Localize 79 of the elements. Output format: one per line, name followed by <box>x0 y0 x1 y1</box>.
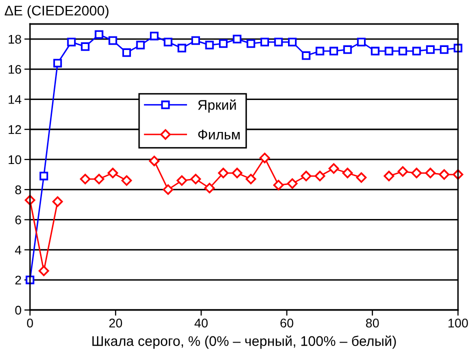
point <box>218 168 229 178</box>
point <box>411 168 422 178</box>
point <box>205 40 214 50</box>
point <box>288 38 297 46</box>
y-tick-label: 8 <box>15 185 22 194</box>
y-tick-label: 16 <box>8 64 22 74</box>
point <box>162 184 174 195</box>
point <box>329 46 338 56</box>
point <box>425 168 436 178</box>
point <box>274 38 283 46</box>
point <box>260 38 270 46</box>
point <box>357 38 366 46</box>
point <box>398 46 408 56</box>
y-tick-label: 0 <box>15 306 22 315</box>
point <box>67 38 76 46</box>
point <box>53 58 62 68</box>
point <box>454 44 462 52</box>
point <box>52 196 63 207</box>
point <box>440 45 448 54</box>
x-tick-label: 100 <box>448 318 468 328</box>
y-tick-label: 14 <box>8 95 22 104</box>
point <box>316 46 324 56</box>
y-axis-title: ΔE (CIEDE2000) <box>4 5 108 18</box>
point <box>191 36 200 45</box>
point <box>356 172 367 183</box>
point <box>412 46 421 56</box>
point <box>343 45 352 54</box>
point <box>148 156 160 166</box>
y-tick-label: 12 <box>8 125 22 134</box>
point <box>302 51 310 60</box>
point <box>38 266 50 276</box>
point <box>342 168 353 178</box>
point <box>232 168 242 178</box>
x-tick-label: 20 <box>109 318 122 328</box>
y-tick-label: 4 <box>15 246 22 254</box>
point <box>94 30 104 39</box>
point <box>426 45 435 54</box>
point <box>287 178 298 189</box>
y-tick-label: 2 <box>15 276 22 284</box>
point <box>164 38 172 46</box>
point <box>314 170 326 182</box>
x-tick-label: 40 <box>194 318 208 328</box>
y-tick-label: 10 <box>8 155 22 164</box>
legend-label: Яркий <box>198 99 236 113</box>
point <box>150 32 159 40</box>
point <box>108 168 118 178</box>
point <box>452 169 464 180</box>
point <box>246 39 256 48</box>
y-tick-label: 6 <box>15 215 22 224</box>
x-tick-label: 0 <box>27 318 33 328</box>
point <box>136 40 145 50</box>
point <box>384 170 394 182</box>
point <box>300 170 312 182</box>
point <box>122 48 131 57</box>
point <box>178 44 186 52</box>
point <box>40 172 48 180</box>
point <box>438 169 450 180</box>
point <box>190 174 201 184</box>
legend-label: Фильм <box>198 130 240 140</box>
x-axis-title: Шкала серого, % (0% – черный, 100% – белый) <box>92 336 396 349</box>
point <box>259 152 270 164</box>
point <box>218 39 228 48</box>
point <box>204 182 215 194</box>
y-tick-label: 18 <box>8 34 22 44</box>
point <box>94 174 104 184</box>
point <box>328 163 340 174</box>
point <box>176 175 188 186</box>
point <box>80 42 90 51</box>
point <box>232 34 242 44</box>
point <box>273 180 284 190</box>
point <box>108 36 118 45</box>
point <box>384 46 394 56</box>
point <box>246 174 256 184</box>
point <box>398 166 408 177</box>
point <box>121 175 132 186</box>
point <box>370 46 380 56</box>
x-tick-label: 80 <box>366 318 379 328</box>
x-tick-label: 60 <box>280 318 294 328</box>
point <box>80 174 90 184</box>
